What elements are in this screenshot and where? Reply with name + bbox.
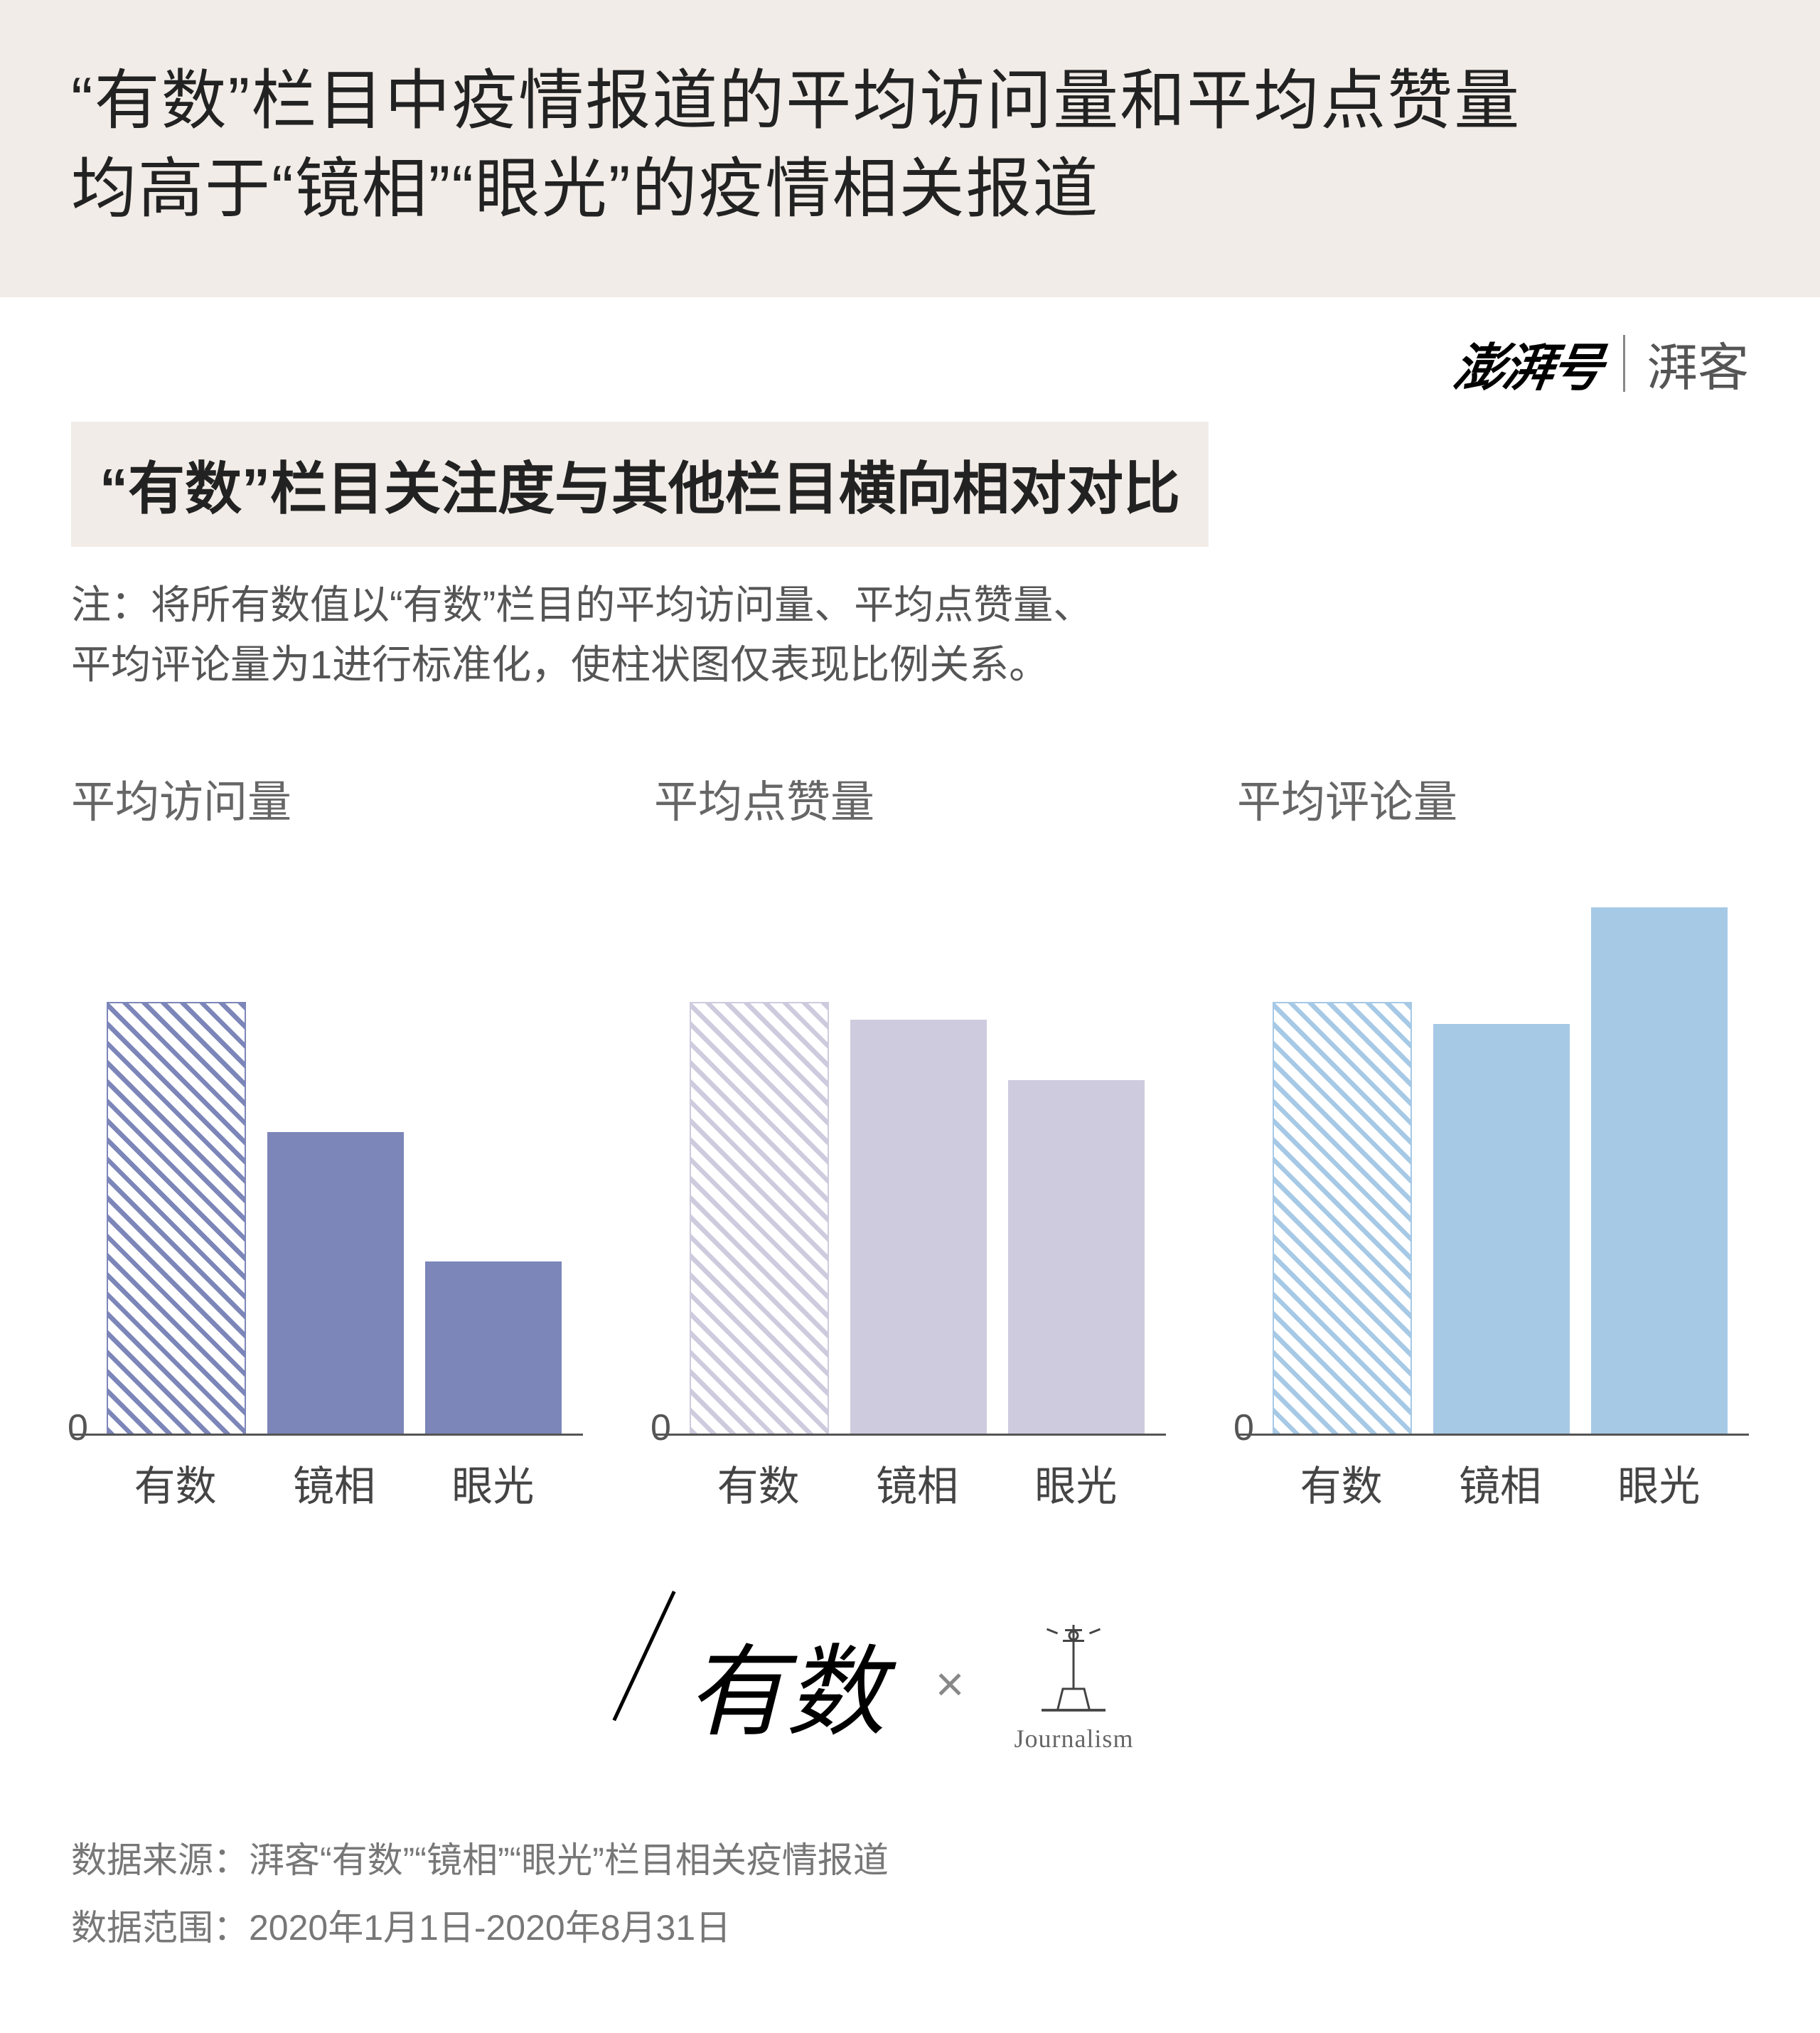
- x-label: 镜相: [265, 1453, 402, 1512]
- logo-journalism: Journalism: [1014, 1614, 1133, 1754]
- x-label: 有数: [690, 1453, 827, 1512]
- x-label: 镜相: [848, 1453, 985, 1512]
- bar: [1273, 1002, 1412, 1434]
- x-labels: 有数镜相眼光: [654, 1453, 1166, 1512]
- chart-panel: 平均访问量0有数镜相眼光: [71, 766, 583, 1512]
- chart-body: 0有数镜相眼光: [71, 873, 583, 1512]
- logo-youshu: 有数: [687, 1612, 886, 1756]
- page-title: “有数”栏目中疫情报道的平均访问量和平均点赞量 均高于“镜相”“眼光”的疫情相关…: [71, 57, 1749, 233]
- note-line-1: 注：将所有数值以“有数”栏目的平均访问量、平均点赞量、: [71, 582, 1093, 627]
- plot-area: 0: [1237, 873, 1749, 1436]
- y-zero-label: 0: [1233, 1407, 1254, 1449]
- chart-body: 0 有数镜相眼光: [1237, 873, 1749, 1512]
- chart-title: 平均点赞量: [654, 766, 1166, 830]
- brand-pengpai: 澎湃号: [1450, 326, 1607, 400]
- chart-panel: 平均评论量 0 有数镜相眼光: [1237, 766, 1749, 1512]
- note-text: 注：将所有数值以“有数”栏目的平均访问量、平均点赞量、 平均评论量为1进行标准化…: [71, 575, 1749, 695]
- bar: [1008, 1080, 1145, 1434]
- bar: [690, 1002, 829, 1434]
- bar: [267, 1132, 404, 1434]
- x-label: 有数: [1273, 1453, 1410, 1512]
- footer-range: 数据范围：2020年1月1日-2020年8月31日: [71, 1894, 1749, 1962]
- header-band: “有数”栏目中疫情报道的平均访问量和平均点赞量 均高于“镜相”“眼光”的疫情相关…: [0, 0, 1820, 297]
- footer-block: 数据来源：湃客“有数”“镜相”“眼光”栏目相关疫情报道 数据范围：2020年1月…: [0, 1813, 1820, 2033]
- logo-journalism-text: Journalism: [1014, 1724, 1133, 1754]
- plot-area: 0: [71, 873, 583, 1436]
- title-line-2: 均高于“镜相”“眼光”的疫情相关报道: [71, 153, 1100, 225]
- brand-row: 澎湃号 湃客: [0, 297, 1820, 422]
- bar: [1433, 1024, 1570, 1434]
- bar: [850, 1020, 987, 1434]
- chart-panel: 平均点赞量0有数镜相眼光: [654, 766, 1166, 1512]
- logo-cross: ×: [936, 1655, 965, 1712]
- subtitle-band: “有数”栏目关注度与其他栏目横向相对对比: [71, 422, 1209, 547]
- footer-range-value: 2020年1月1日-2020年8月31日: [249, 1908, 731, 1948]
- x-label: 有数: [107, 1453, 244, 1512]
- note-line-2: 平均评论量为1进行标准化，使柱状图仅表现比例关系。: [71, 642, 1049, 687]
- bar: [107, 1002, 246, 1434]
- x-label: 眼光: [1590, 1453, 1728, 1512]
- x-labels: 有数镜相眼光: [1237, 1453, 1749, 1512]
- bar: [425, 1261, 562, 1434]
- x-labels: 有数镜相眼光: [71, 1453, 583, 1512]
- plot-area: 0: [654, 873, 1166, 1436]
- lighthouse-icon: [1020, 1614, 1127, 1721]
- brand-divider: [1623, 335, 1625, 392]
- logos-row: 有数 × Journalism: [0, 1555, 1820, 1813]
- brand-paike: 湃客: [1647, 326, 1749, 400]
- y-zero-label: 0: [68, 1407, 88, 1449]
- chart-body: 0有数镜相眼光: [654, 873, 1166, 1512]
- title-line-1: “有数”栏目中疫情报道的平均访问量和平均点赞量: [71, 65, 1521, 137]
- footer-source-label: 数据来源：: [71, 1840, 249, 1880]
- subtitle-text: “有数”栏目关注度与其他栏目横向相对对比: [100, 457, 1180, 521]
- chart-title: 平均评论量: [1237, 766, 1749, 830]
- footer-range-label: 数据范围：: [71, 1908, 249, 1948]
- footer-source: 数据来源：湃客“有数”“镜相”“眼光”栏目相关疫情报道: [71, 1827, 1749, 1894]
- footer-source-value: 湃客“有数”“镜相”“眼光”栏目相关疫情报道: [249, 1840, 889, 1880]
- note-block: 注：将所有数值以“有数”栏目的平均访问量、平均点赞量、 平均评论量为1进行标准化…: [0, 547, 1820, 737]
- chart-title: 平均访问量: [71, 766, 583, 830]
- x-label: 眼光: [424, 1453, 562, 1512]
- bar: [1591, 907, 1728, 1434]
- y-zero-label: 0: [651, 1407, 671, 1449]
- x-label: 镜相: [1431, 1453, 1568, 1512]
- charts-row: 平均访问量0有数镜相眼光平均点赞量0有数镜相眼光平均评论量0有数镜相眼光: [0, 737, 1820, 1555]
- x-label: 眼光: [1007, 1453, 1145, 1512]
